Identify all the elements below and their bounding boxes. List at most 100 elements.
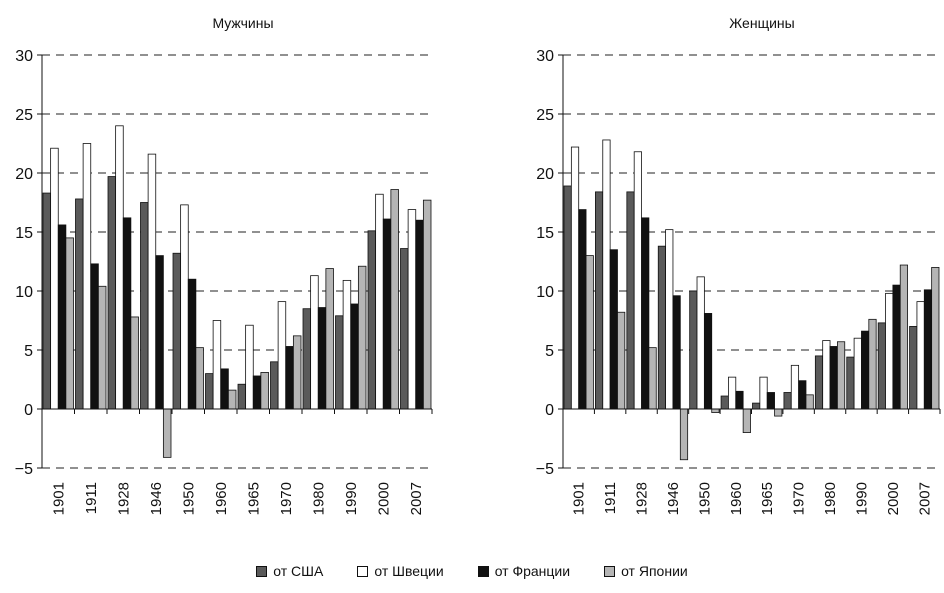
bar-men-1928-3 <box>130 316 139 410</box>
bar-men-2007-3 <box>422 199 432 410</box>
bar-women-1960-3 <box>742 408 751 434</box>
bar-men-2007-1 <box>407 209 417 410</box>
bar-men-1970-3 <box>292 335 302 410</box>
bar-men-2000-3 <box>390 189 399 410</box>
bar-women-1960-1 <box>728 376 737 410</box>
legend-item-france: от Франции <box>477 563 571 579</box>
legend-swatch-japan <box>604 565 616 577</box>
bar-men-1928-0 <box>107 176 117 410</box>
x-tick-label-women: 1928 <box>634 482 651 515</box>
bar-men-1901-3 <box>65 237 74 410</box>
legend-label-japan: от Японии <box>621 563 688 579</box>
bar-women-1928-2 <box>641 217 650 410</box>
x-tick-label-women: 1901 <box>571 482 588 515</box>
chart-title-men: Мужчины <box>212 15 273 31</box>
y-tick-label-women: 15 <box>536 225 554 242</box>
chart-title-women: Женщины <box>729 15 794 31</box>
bar-women-1990-0 <box>846 356 855 410</box>
x-tick-label-men: 1990 <box>343 482 360 515</box>
bar-women-1946-3 <box>679 408 689 461</box>
bar-women-2007-1 <box>916 301 925 410</box>
bar-men-1960-3 <box>227 389 237 410</box>
bar-women-1965-0 <box>752 402 761 410</box>
y-tick-label-men: 20 <box>15 166 33 183</box>
bar-men-1911-1 <box>82 143 92 410</box>
y-tick-label-women: 20 <box>536 166 554 183</box>
chart-women: Женщины 30 25 20 15 10 5 0 −5 1901 1911 1928 1946 195… <box>536 15 941 515</box>
bar-women-2007-3 <box>931 266 940 410</box>
bar-women-1970-3 <box>805 394 814 410</box>
bar-men-1950-1 <box>180 204 189 410</box>
x-tick-label-women: 1946 <box>665 482 682 515</box>
bar-women-1965-1 <box>759 376 768 410</box>
bar-men-1950-2 <box>187 278 197 410</box>
bar-men-1990-0 <box>335 315 344 410</box>
legend: от США от Швеции от Франции от Японии <box>0 563 944 579</box>
bar-women-1928-0 <box>626 191 635 410</box>
x-tick-label-men: 1970 <box>278 482 295 515</box>
bar-men-1911-2 <box>90 263 99 410</box>
bar-men-2007-2 <box>415 219 424 410</box>
bar-women-1901-3 <box>585 255 594 410</box>
bar-women-1980-1 <box>822 340 831 410</box>
x-tick-label-men: 1928 <box>115 482 132 515</box>
x-tick-label-men: 2000 <box>375 482 392 515</box>
bar-women-1901-1 <box>570 146 580 410</box>
x-tick-label-men: 1901 <box>50 482 67 515</box>
legend-label-france: от Франции <box>494 563 571 579</box>
bar-men-1980-2 <box>317 307 327 410</box>
chart-men: Мужчины 30 25 20 15 10 5 0 −5 1901 1911 1928 1946 195… <box>15 15 433 515</box>
y-tick-label-women: 5 <box>545 343 554 360</box>
bar-men-1960-1 <box>212 320 222 410</box>
bar-men-1950-0 <box>172 252 182 410</box>
legend-swatch-france <box>477 565 489 577</box>
x-tick-label-men: 1980 <box>310 482 327 515</box>
bar-women-1965-2 <box>766 392 775 410</box>
bar-women-1946-2 <box>672 295 681 410</box>
bar-women-1928-1 <box>633 151 642 410</box>
x-tick-label-women: 1970 <box>791 482 808 515</box>
bar-men-1928-2 <box>122 217 132 410</box>
bar-women-2000-2 <box>892 284 901 410</box>
bar-men-1965-0 <box>237 383 247 410</box>
bar-women-1911-1 <box>602 139 611 410</box>
x-tick-label-men: 1950 <box>180 482 197 515</box>
bar-women-1946-0 <box>657 245 667 410</box>
bar-men-1990-1 <box>342 279 352 410</box>
bar-women-1960-0 <box>720 395 729 410</box>
bar-men-1901-0 <box>42 192 52 410</box>
y-tick-label-women: 10 <box>536 284 554 301</box>
bar-women-1950-1 <box>696 276 705 410</box>
x-tick-label-men: 1965 <box>245 482 262 515</box>
bar-women-2000-1 <box>885 292 894 410</box>
bar-women-1950-3 <box>711 408 720 413</box>
y-tick-label-women: −5 <box>536 461 554 478</box>
bar-women-1990-2 <box>861 330 870 410</box>
bar-men-1965-1 <box>245 324 254 410</box>
x-tick-label-women: 2007 <box>916 482 933 515</box>
charts-canvas: Мужчины 30 25 20 15 10 5 0 −5 1901 1911 1928 1946 195… <box>15 15 941 515</box>
bar-men-1960-2 <box>220 368 229 410</box>
bar-women-1946-1 <box>665 229 674 410</box>
bar-women-2000-0 <box>877 322 886 410</box>
x-tick-label-men: 1946 <box>148 482 165 515</box>
x-tick-label-women: 1960 <box>728 482 745 515</box>
bar-women-2000-3 <box>899 264 908 410</box>
bar-men-1911-3 <box>97 285 107 410</box>
bar-women-1950-0 <box>689 290 698 410</box>
legend-swatch-sweden <box>357 565 369 577</box>
bar-women-1990-1 <box>853 337 862 410</box>
bar-men-1990-3 <box>357 265 367 410</box>
bar-men-1980-3 <box>325 268 334 410</box>
legend-item-japan: от Японии <box>604 563 688 579</box>
bar-men-1946-0 <box>140 202 149 410</box>
bar-men-1970-2 <box>285 346 294 410</box>
bar-women-1960-2 <box>735 390 744 410</box>
bar-men-1970-1 <box>277 301 287 410</box>
bar-women-1970-1 <box>790 364 800 410</box>
bar-women-2007-0 <box>909 325 918 410</box>
bar-women-1911-0 <box>595 191 604 410</box>
legend-swatch-usa <box>256 565 268 577</box>
x-tick-label-men: 2007 <box>408 482 425 515</box>
bar-men-1911-0 <box>75 198 84 410</box>
